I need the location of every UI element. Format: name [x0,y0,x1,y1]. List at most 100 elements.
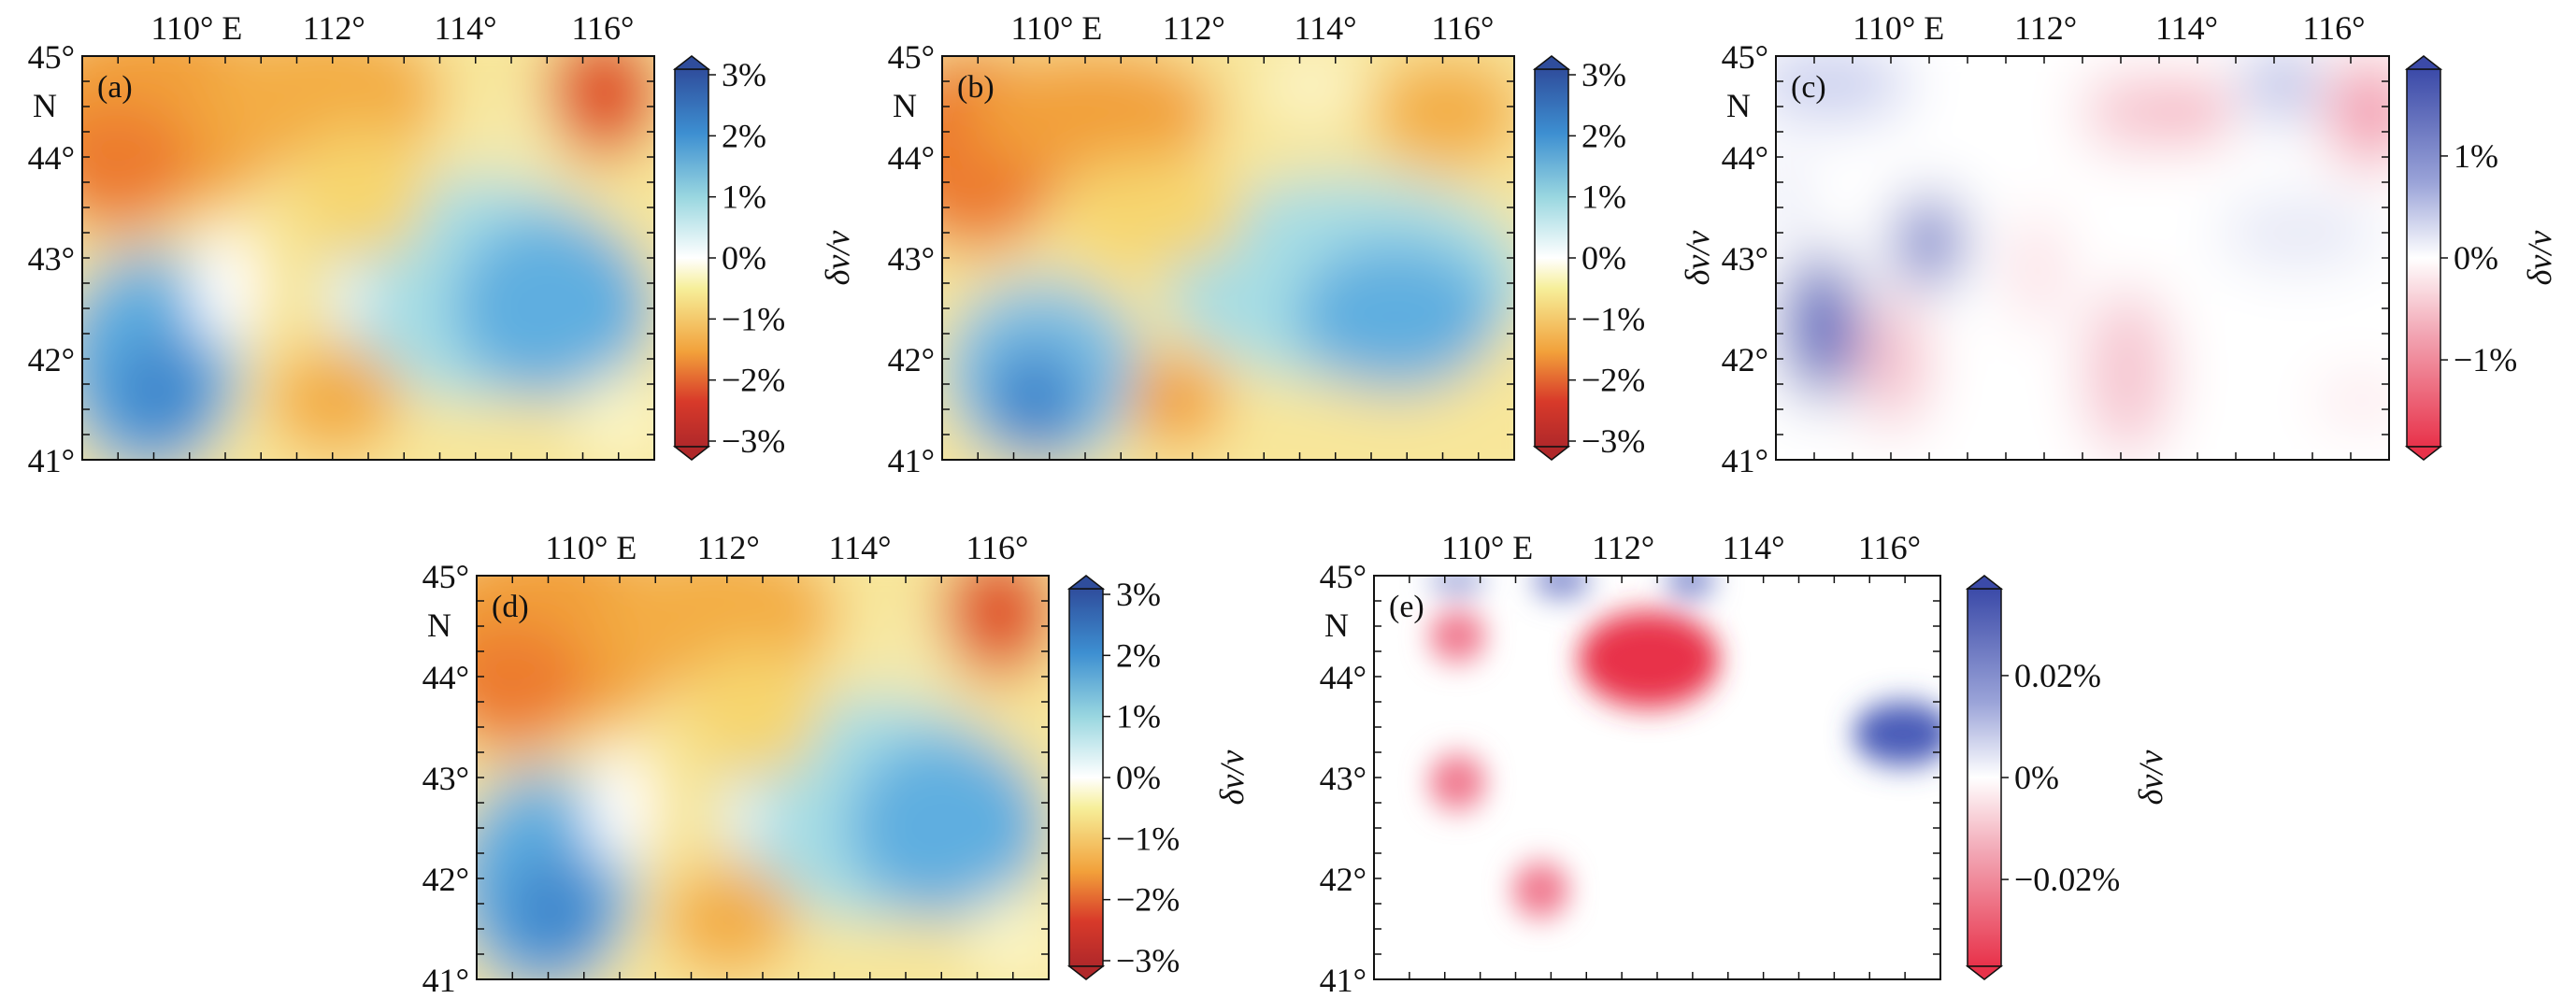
y-tick-label: 44° [28,139,75,177]
colorbar: 3% 2% 1% 0% −1% −2% −3% δv/v [1532,55,1716,461]
y-tick-label: 42° [422,861,469,898]
colorbar-tick-label: −3% [1581,422,1645,460]
x-tick-label: 114° [2155,9,2218,47]
y-tick-label: 45° [422,558,469,595]
x-tick-label: 112° [697,529,760,566]
colorbar-min-arrow [2404,446,2443,461]
x-tick-label: 110° E [1010,9,1102,47]
x-tick-label: 116° [1858,529,1921,566]
colorbar-tick-label: 3% [722,56,766,93]
colorbar-tick-label: −0.02% [2014,861,2120,898]
latitude-unit: N [33,87,57,124]
latitude-unit: N [1726,87,1751,124]
panel-label: (a) [97,70,133,105]
colorbar-max-arrow [2404,55,2443,70]
colorbar: 0.02% 0% −0.02% δv/v [1965,575,2169,980]
colorbar-tick-label: −1% [722,300,785,337]
colorbar-tick-label: −1% [1116,820,1180,857]
x-tick-label: 112° [1592,529,1654,566]
y-tick-label: 41° [28,442,75,479]
x-tick-label: 114° [435,9,497,47]
colorbar-max-arrow [672,55,711,70]
colorbar-tick-label: 0% [2014,759,2059,796]
y-tick-label: 45° [1320,558,1367,595]
map-field [1373,575,1941,980]
x-tick-label: 114° [1295,9,1357,47]
y-tick-label: 45° [28,38,75,76]
y-tick-label: 43° [888,240,935,278]
x-tick-label: 112° [1163,9,1225,47]
colorbar-tick-label: 0% [2454,239,2498,277]
map-field [476,575,1050,980]
colorbar-tick-label: −1% [1581,300,1645,337]
x-tick-label: 110° E [150,9,242,47]
colorbar-min-arrow [672,446,711,461]
y-tick-label: 43° [28,240,75,278]
colorbar-tick-label: 3% [1116,576,1161,613]
map-field [1775,55,2390,461]
panel-b: (b) 110° E 112° 114° 116° 45° 44° 43° 42° 41° N 3% 2… [888,9,1716,479]
panel-a: (a) 110° E 112° 114° 116° 45° 44° 43° 42° 41° N 3% 2… [28,9,856,479]
y-tick-label: 42° [1722,341,1768,378]
x-tick-label: 114° [1722,529,1784,566]
colorbar-tick-label: 2% [1116,636,1161,674]
colorbar-tick-label: 0% [722,239,766,277]
x-tick-label: 116° [2302,9,2365,47]
colorbar-tick-label: 2% [722,117,766,154]
panel-label: (c) [1791,70,1826,105]
colorbar-tick-label: 1% [722,178,766,216]
map-field [941,55,1515,461]
colorbar-max-arrow [1532,55,1571,70]
colorbar-min-arrow [1066,965,1106,980]
colorbar-min-arrow [1965,965,2004,980]
latitude-unit: N [427,607,451,644]
x-tick-label: 116° [1431,9,1494,47]
y-tick-label: 42° [28,341,75,378]
colorbar-tick-label: 0% [1581,239,1626,277]
colorbar-tick-label: 1% [1116,698,1161,735]
colorbar-max-arrow [1965,575,2004,590]
x-tick-label: 112° [303,9,365,47]
map-field [81,55,655,461]
x-tick-label: 116° [966,529,1028,566]
y-tick-label: 45° [888,38,935,76]
y-tick-label: 41° [1320,962,1367,999]
colorbar-tick-label: −2% [722,362,785,399]
colorbar-tick-label: −3% [722,422,785,460]
colorbar: 3% 2% 1% 0% −1% −2% −3% δv/v [1066,575,1251,980]
y-tick-label: 45° [1722,38,1768,76]
panel-d: (d) 110° E 112° 114° 116° 45° 44° 43° 42° 41° N 3% 2… [422,529,1251,999]
colorbar-tick-label: −2% [1581,362,1645,399]
panel-e: (e) 110° E 112° 114° 116° 45° 44° 43° 42° 41° N 0.0… [1320,529,2169,999]
x-tick-label: 110° E [1441,529,1533,566]
colorbar-tick-label: −1% [2454,341,2517,378]
colorbar-title: δv/v [2132,750,2169,806]
x-tick-label: 110° E [1853,9,1944,47]
y-tick-label: 44° [1320,659,1367,696]
colorbar-tick-label: 1% [2454,137,2498,175]
colorbar: 3% 2% 1% 0% −1% −2% −3% δv/v [672,55,856,461]
x-tick-label: 116° [571,9,634,47]
colorbar-tick-label: −3% [1116,942,1180,979]
y-tick-label: 44° [888,139,935,177]
colorbar-tick-label: 0.02% [2014,657,2101,694]
colorbar-title: δv/v [819,231,856,286]
colorbar-tick-label: 0% [1116,759,1161,796]
x-tick-label: 114° [829,529,892,566]
colorbar-tick-label: −2% [1116,881,1180,919]
panel-label: (e) [1389,590,1424,624]
panel-c: (c) 110° E 112° 114° 116° 45° 44° 43° 42° 41° N 1% 0… [1722,9,2558,479]
latitude-unit: N [893,87,917,124]
y-tick-label: 43° [422,760,469,797]
y-tick-label: 44° [422,659,469,696]
y-tick-label: 41° [1722,442,1768,479]
y-tick-label: 41° [422,962,469,999]
colorbar-title: δv/v [1679,231,1716,286]
x-tick-label: 110° E [545,529,637,566]
y-tick-label: 42° [1320,861,1367,898]
colorbar-title: δv/v [2521,231,2558,286]
y-tick-label: 44° [1722,139,1768,177]
colorbar: 1% 0% −1% δv/v [2404,55,2558,461]
latitude-unit: N [1324,607,1349,644]
